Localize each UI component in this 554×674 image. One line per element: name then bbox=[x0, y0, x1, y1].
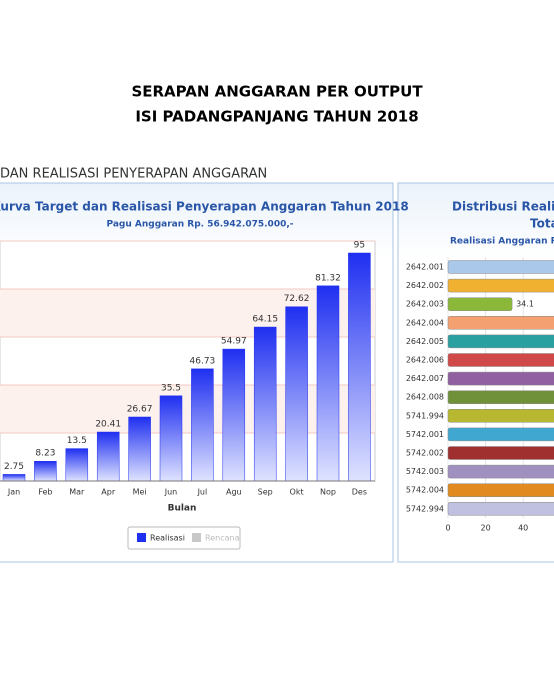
bar bbox=[447, 427, 554, 442]
bar bbox=[253, 326, 277, 482]
legend-label: Realisasi bbox=[150, 534, 185, 543]
bar bbox=[348, 252, 371, 482]
data-label: 34.1 bbox=[516, 300, 534, 309]
x-tick-label: Mar bbox=[69, 488, 85, 497]
y-tick-label: 5741.994 bbox=[406, 411, 444, 420]
bar bbox=[447, 390, 554, 404]
bar bbox=[447, 483, 554, 497]
plot-area bbox=[0, 240, 376, 482]
y-tick-label: 5742.994 bbox=[406, 504, 444, 513]
grid-band bbox=[0, 289, 375, 337]
data-label: 54.97 bbox=[221, 337, 247, 347]
x-tick-label: Mei bbox=[133, 488, 147, 497]
grid-band bbox=[0, 385, 375, 433]
bar bbox=[159, 395, 183, 482]
data-label: 26.67 bbox=[127, 404, 153, 414]
y-tick-label: 2642.003 bbox=[406, 300, 444, 309]
section-heading: DAN REALISASI PENYERAPAN ANGGARAN bbox=[0, 167, 267, 182]
x-tick-label: Feb bbox=[38, 488, 52, 497]
x-tick-label: 20 bbox=[481, 524, 491, 533]
data-label: 72.62 bbox=[284, 294, 310, 304]
x-tick-label: Jan bbox=[7, 488, 20, 497]
bar bbox=[2, 474, 26, 482]
data-label: 46.73 bbox=[190, 356, 216, 366]
chart-title: Kurva Target dan Realisasi Penyerapan An… bbox=[0, 200, 409, 214]
chart-subtitle: Tota bbox=[530, 217, 554, 231]
data-label: 95 bbox=[354, 241, 365, 251]
y-tick-label: 5742.003 bbox=[406, 467, 444, 476]
data-label: 2.75 bbox=[4, 462, 24, 472]
bar bbox=[65, 448, 89, 482]
data-label: 81.32 bbox=[315, 273, 341, 283]
bar bbox=[447, 278, 554, 293]
bar bbox=[447, 502, 554, 516]
bar bbox=[447, 260, 554, 274]
x-tick-label: Agu bbox=[226, 488, 242, 497]
bar bbox=[128, 416, 151, 482]
bar bbox=[447, 334, 554, 349]
legend-swatch bbox=[137, 533, 146, 542]
y-tick-label: 2642.008 bbox=[406, 393, 444, 402]
bar bbox=[285, 306, 308, 482]
bar bbox=[96, 431, 120, 482]
x-tick-label: Sep bbox=[258, 488, 273, 497]
y-tick-label: 2642.006 bbox=[406, 356, 444, 365]
x-tick-label: Nop bbox=[320, 488, 336, 497]
data-label: 8.23 bbox=[35, 449, 55, 459]
data-label: 35.5 bbox=[161, 383, 181, 393]
bar bbox=[447, 446, 554, 460]
bar bbox=[447, 316, 554, 330]
x-tick-label: Jul bbox=[197, 488, 208, 497]
legend-swatch bbox=[192, 533, 201, 542]
x-tick-label: Jun bbox=[164, 488, 178, 497]
y-tick-label: 5742.002 bbox=[406, 449, 444, 458]
axis-title: Realisasi Anggaran Rp bbox=[450, 237, 554, 247]
x-tick-label: Okt bbox=[290, 488, 304, 497]
y-tick-label: 5742.004 bbox=[406, 486, 444, 495]
bar bbox=[447, 464, 554, 479]
x-axis-label: Bulan bbox=[168, 504, 197, 514]
y-tick-label: 5742.001 bbox=[406, 430, 444, 439]
y-tick-label: 2642.001 bbox=[406, 263, 444, 272]
bar bbox=[34, 460, 57, 482]
x-tick-label: Des bbox=[352, 488, 367, 497]
chart-subtitle: Pagu Anggaran Rp. 56.942.075.000,- bbox=[106, 220, 293, 230]
bar bbox=[316, 285, 340, 482]
x-tick-label: 40 bbox=[518, 524, 528, 533]
bar bbox=[222, 348, 246, 482]
data-label: 20.41 bbox=[95, 420, 121, 430]
bar bbox=[447, 371, 554, 386]
bar bbox=[447, 409, 554, 423]
x-tick-label: Apr bbox=[101, 488, 116, 497]
data-label: 13.5 bbox=[67, 436, 87, 446]
chart-title: Distribusi Realisa bbox=[452, 200, 554, 214]
data-label: 64.15 bbox=[252, 315, 278, 325]
y-tick-label: 2642.004 bbox=[406, 318, 444, 327]
bar bbox=[447, 353, 554, 367]
y-tick-label: 2642.005 bbox=[406, 337, 444, 346]
title: ISI PADANGPANJANG TAHUN 2018 bbox=[135, 108, 418, 126]
bar bbox=[447, 297, 513, 311]
legend-box bbox=[127, 526, 241, 550]
bar bbox=[191, 368, 214, 482]
y-tick-label: 2642.002 bbox=[406, 281, 444, 290]
legend-label: Rencana bbox=[205, 534, 240, 543]
y-tick-label: 2642.007 bbox=[406, 374, 444, 383]
title: SERAPAN ANGGARAN PER OUTPUT bbox=[131, 83, 423, 101]
x-tick-label: 0 bbox=[445, 524, 450, 533]
